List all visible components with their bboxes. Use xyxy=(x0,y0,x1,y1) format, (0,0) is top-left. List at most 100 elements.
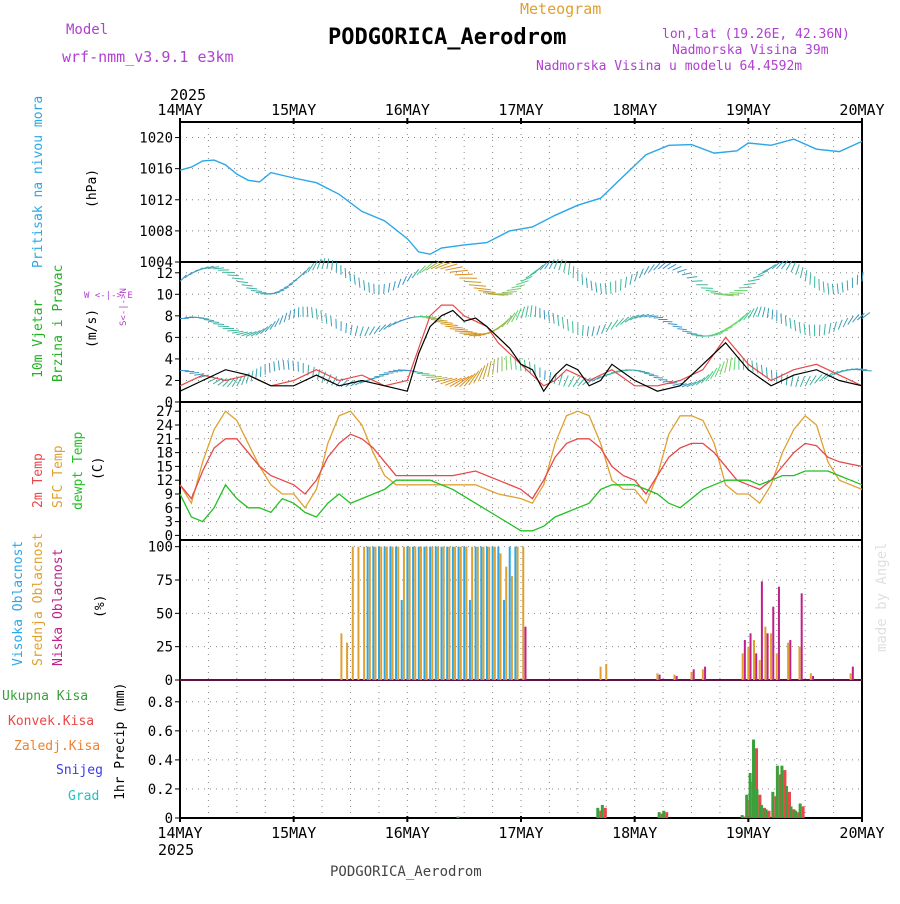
x-tick-label-bottom: 15MAY xyxy=(271,824,316,842)
wind-vectors-upper xyxy=(687,277,697,278)
temp-unit: (C) xyxy=(91,457,106,480)
model-elevation: Nadmorska Visina u modelu 64.4592m xyxy=(536,59,802,74)
cloud-high-bar xyxy=(401,600,403,680)
wind-vectors-lower xyxy=(786,375,787,386)
wind-vectors-middle xyxy=(530,305,531,317)
precip-total-bar xyxy=(785,786,788,818)
wind-vectors-upper xyxy=(692,281,703,282)
cloud-low-bar xyxy=(744,640,746,680)
wind-vectors-lower xyxy=(274,362,275,372)
wind-vectors-upper xyxy=(317,259,321,269)
wind-vectors-middle xyxy=(549,311,550,321)
cloud-high-bar xyxy=(429,547,431,680)
x-tick-label-top: 18MAY xyxy=(612,101,657,119)
wind-ytick-label: 12 xyxy=(156,266,173,282)
wind-vectors-upper xyxy=(701,288,713,289)
precip-total-bar xyxy=(790,806,793,818)
cloud-high-bar xyxy=(452,547,454,680)
wind-vectors-upper xyxy=(512,285,525,288)
wind-vectors-lower xyxy=(493,359,495,375)
wind-vectors-middle xyxy=(673,326,683,327)
cloud-mid-bar xyxy=(500,553,502,680)
wind-vectors-upper xyxy=(464,281,481,282)
precip-total-bar xyxy=(745,795,748,818)
wind-vectors-upper xyxy=(359,278,360,288)
cloud-high-bar xyxy=(395,547,397,680)
wind-vectors-upper xyxy=(393,281,395,290)
pressure-ytick-label: 1008 xyxy=(139,224,173,240)
precip-total-bar xyxy=(749,773,752,818)
precip-total-bar xyxy=(765,809,768,818)
wind-vectors-middle xyxy=(848,316,854,324)
wind-vectors-middle xyxy=(834,322,837,332)
wind-vectors-upper xyxy=(232,278,243,279)
wind-vectors-upper xyxy=(354,275,355,285)
cloud-mid-bar xyxy=(443,547,445,680)
wind-vectors-lower xyxy=(734,357,735,370)
precip-total-bar xyxy=(771,792,774,818)
pressure-label: Pritisak na nivou mora xyxy=(31,96,46,268)
temp-frame xyxy=(180,402,862,540)
wind-vectors-upper xyxy=(227,275,239,276)
model-name: wrf-nmm_v3.9.1 e3km xyxy=(62,48,234,66)
wind-vectors-upper xyxy=(682,273,692,275)
wind-vectors-lower xyxy=(545,370,546,379)
cloud-mid-bar xyxy=(437,547,439,680)
pressure-ytick-label: 1020 xyxy=(139,131,173,147)
wind-vectors-upper xyxy=(364,280,365,290)
cloud-low-bar xyxy=(693,669,695,680)
x-tick-label-top: 19MAY xyxy=(726,101,771,119)
wind-vectors-middle xyxy=(809,324,810,335)
cloud-high-bar xyxy=(475,547,477,680)
wind-vectors-middle xyxy=(369,326,374,335)
wind-vectors-lower xyxy=(644,373,654,374)
wind-vectors-lower xyxy=(497,358,498,373)
wind-ytick-label: 6 xyxy=(165,330,173,346)
wind-vectors-lower xyxy=(752,361,753,372)
cloud-mid-bar xyxy=(357,547,359,680)
wind-vectors-middle xyxy=(654,317,663,318)
cloud-mid-bar xyxy=(600,667,602,680)
wind-vectors-middle xyxy=(275,318,279,327)
cloud-high-bar xyxy=(372,547,374,680)
cloud-high-bar xyxy=(435,547,437,680)
pressure-unit: (hPa) xyxy=(85,169,100,208)
wind-ytick-label: 8 xyxy=(165,309,173,325)
wind-vectors-lower xyxy=(455,376,470,387)
wind-vectors-upper xyxy=(668,264,676,269)
precip-total-bar xyxy=(752,740,755,818)
wind-vectors-lower xyxy=(654,377,663,378)
wind-vectors-middle xyxy=(279,315,283,324)
wind-vectors-middle xyxy=(804,324,805,335)
cloud-mid-bar xyxy=(702,669,704,680)
wind-vectors-middle xyxy=(602,324,606,334)
station-title: PODGORICA_Aerodrom xyxy=(328,25,566,50)
cloud-high-bar xyxy=(367,547,369,680)
wind-vectors-middle xyxy=(790,318,791,329)
wind-vectors-upper xyxy=(605,283,606,294)
wind-vectors-lower xyxy=(426,376,441,377)
wind-vectors-middle xyxy=(587,326,588,336)
wind-vectors-upper xyxy=(758,271,768,275)
cloud-mid-bar xyxy=(431,547,433,680)
cloud-high-bar xyxy=(406,547,408,680)
elevation: Nadmorska Visina 39m xyxy=(672,43,829,58)
wind-vectors-middle xyxy=(758,307,761,317)
temp-label-3: dewpt Temp xyxy=(71,432,86,510)
wind-vectors-upper xyxy=(398,279,401,288)
cloud-high-bar xyxy=(463,547,465,680)
cloud-mid-bar xyxy=(770,633,772,680)
wind-vectors-middle xyxy=(611,320,618,330)
cloud-high-bar xyxy=(469,600,471,680)
cloud-high-bar xyxy=(492,547,494,680)
temp-ytick-label: 15 xyxy=(156,459,173,475)
wind-ytick-label: 4 xyxy=(165,352,173,368)
cloud-low-bar xyxy=(801,593,803,680)
cloud-mid-bar xyxy=(369,547,371,680)
cloud-mid-bar xyxy=(363,547,365,680)
wind-vectors-upper xyxy=(455,274,473,275)
cloud-mid-bar xyxy=(522,547,524,680)
wind-vectors-middle xyxy=(502,316,512,327)
wind-vectors-upper xyxy=(832,284,833,295)
cloud-mid-bar xyxy=(517,547,519,680)
